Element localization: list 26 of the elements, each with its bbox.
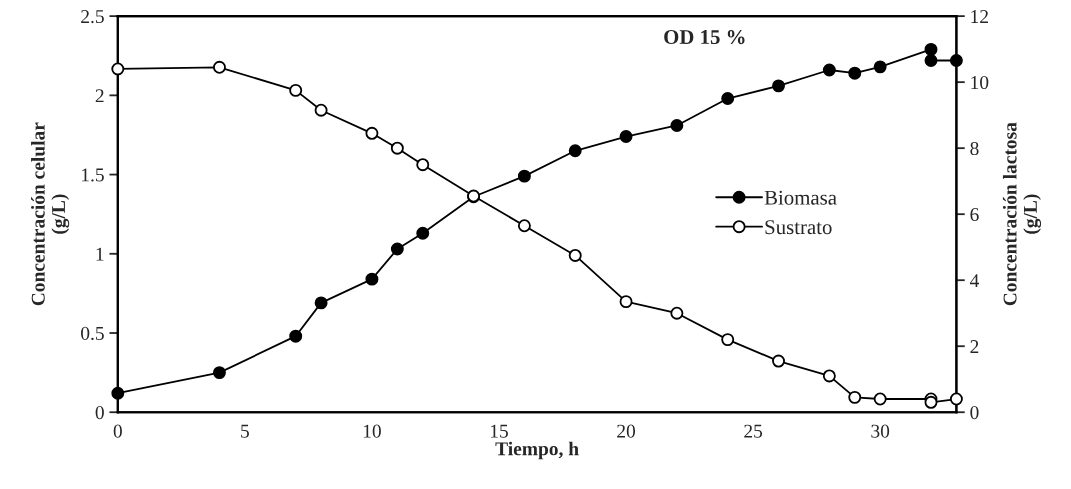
x-tick-label: 10 bbox=[363, 424, 381, 438]
annotation: OD 15 % bbox=[664, 30, 745, 45]
x-tick-label: 25 bbox=[744, 424, 763, 438]
y-tick-label: 0.5 bbox=[81, 326, 104, 341]
y-tick-label: 1.5 bbox=[82, 168, 104, 182]
y2-tick-label: 0 bbox=[970, 406, 979, 420]
x-tick-label: 30 bbox=[871, 424, 890, 438]
y2-tick-label: 12 bbox=[971, 10, 988, 23]
y-tick-label: 0 bbox=[95, 406, 104, 420]
y-axis-title: Concentración celular (g/L) bbox=[31, 122, 70, 306]
legend-label: Sustrato bbox=[765, 220, 832, 235]
y2-tick-label: 2 bbox=[970, 340, 979, 353]
y2-tick-label: 8 bbox=[970, 141, 979, 156]
x-tick-label: 20 bbox=[617, 424, 636, 438]
y2-tick-label: 6 bbox=[970, 208, 979, 222]
legend-label: Biomasa bbox=[764, 190, 837, 205]
y2-tick-label: 10 bbox=[971, 75, 989, 90]
y-tick-label: 2.5 bbox=[81, 10, 104, 24]
x-tick-label: 15 bbox=[490, 424, 508, 438]
y-tick-label: 1 bbox=[96, 247, 104, 261]
x-tick-label: 5 bbox=[241, 424, 249, 438]
y2-tick-label: 4 bbox=[969, 274, 980, 287]
x-tick-label: 0 bbox=[113, 424, 122, 438]
x-axis-title: Tiempo, h bbox=[495, 441, 579, 460]
y2-axis-title: Concentración lactosa (g/L) bbox=[1002, 122, 1042, 306]
y-tick-label: 2 bbox=[95, 89, 104, 103]
